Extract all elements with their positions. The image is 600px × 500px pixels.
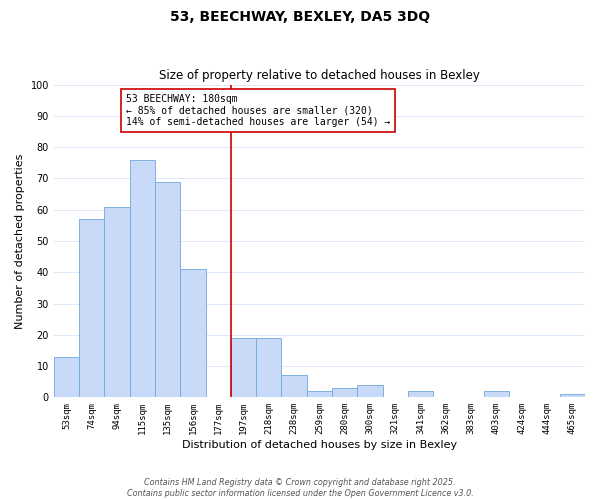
Bar [130,160,155,398]
Y-axis label: Number of detached properties: Number of detached properties [15,154,25,328]
Bar [256,338,281,398]
Text: Contains HM Land Registry data © Crown copyright and database right 2025.
Contai: Contains HM Land Registry data © Crown c… [127,478,473,498]
Bar [307,391,332,398]
X-axis label: Distribution of detached houses by size in Bexley: Distribution of detached houses by size … [182,440,457,450]
Text: 53, BEECHWAY, BEXLEY, DA5 3DQ: 53, BEECHWAY, BEXLEY, DA5 3DQ [170,10,430,24]
Bar [484,391,509,398]
Bar [104,206,130,398]
Bar [155,182,180,398]
Bar [281,376,307,398]
Bar [560,394,585,398]
Bar [180,269,206,398]
Title: Size of property relative to detached houses in Bexley: Size of property relative to detached ho… [159,69,480,82]
Text: 53 BEECHWAY: 180sqm
← 85% of detached houses are smaller (320)
14% of semi-detac: 53 BEECHWAY: 180sqm ← 85% of detached ho… [125,94,390,127]
Bar [358,385,383,398]
Bar [231,338,256,398]
Bar [332,388,358,398]
Bar [408,391,433,398]
Bar [79,219,104,398]
Bar [54,356,79,398]
